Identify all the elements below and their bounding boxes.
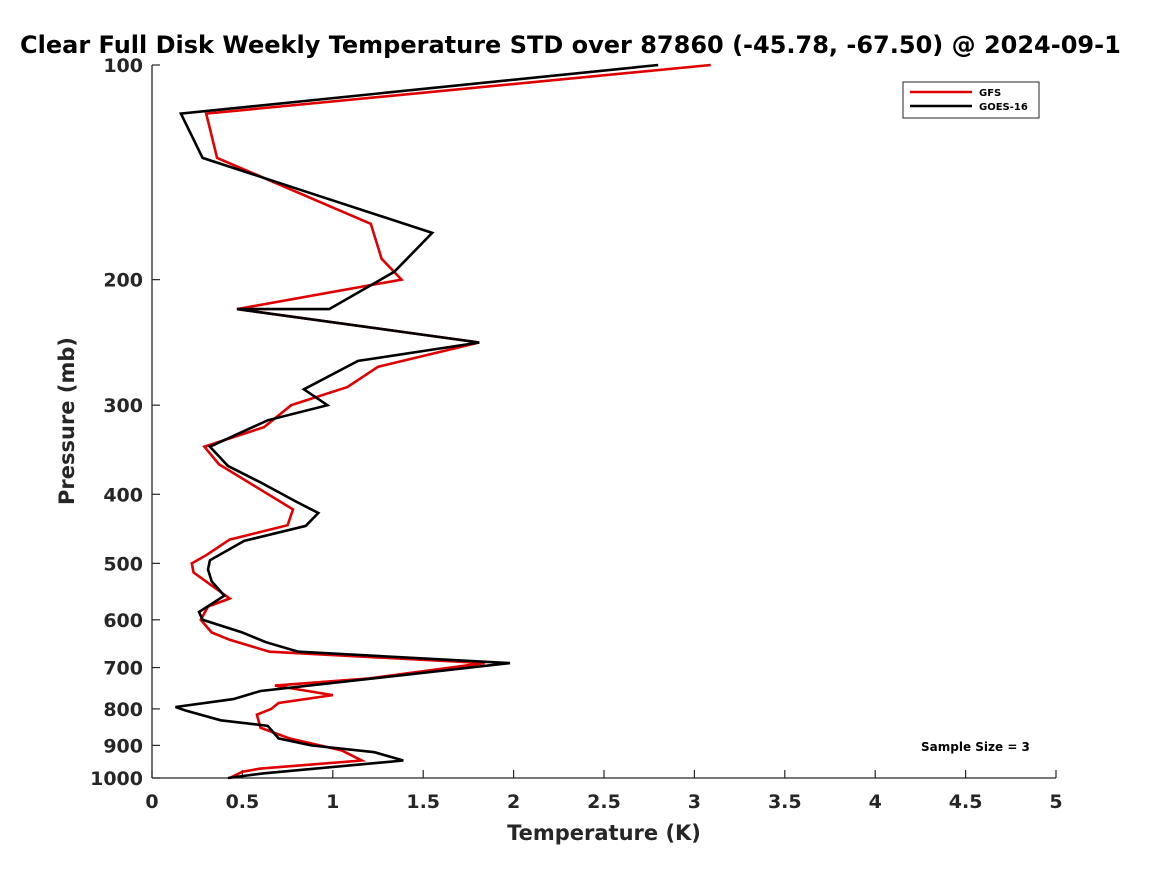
legend-box [902, 81, 1040, 119]
x-axis-ticks: 0 0.5 1 1.5 2 2.5 3 3.5 4 4.5 5 [145, 770, 1063, 813]
x-tick-label: 2 [507, 791, 520, 813]
y-tick-label: 900 [103, 735, 143, 757]
y-tick-label: 600 [103, 610, 143, 632]
x-tick-label: 2.5 [587, 791, 621, 813]
y-tick-label: 100 [103, 55, 143, 77]
y-tick-label: 300 [103, 395, 143, 417]
chart-title: Clear Full Disk Weekly Temperature STD o… [20, 31, 1121, 59]
legend-label-gfs: GFS [979, 88, 1001, 99]
x-tick-label: 4 [869, 791, 882, 813]
y-axis-label: Pressure (mb) [55, 337, 79, 505]
series-lines [175, 63, 711, 780]
y-tick-label: 800 [103, 699, 143, 721]
y-tick-label: 500 [103, 553, 143, 575]
x-tick-label: 1 [326, 791, 339, 813]
x-tick-label: 1.5 [406, 791, 440, 813]
sample-size-annotation: Sample Size = 3 [921, 740, 1030, 754]
x-tick-label: 3.5 [768, 791, 802, 813]
legend-items: GFS GOES-16 [910, 88, 1028, 113]
y-tick-label: 400 [103, 484, 143, 506]
x-axis-label: Temperature (K) [507, 821, 701, 845]
x-tick-label: 3 [688, 791, 701, 813]
legend-label-goes-16: GOES-16 [979, 102, 1028, 113]
y-tick-label: 1000 [90, 768, 143, 790]
series-line-goes-16 [175, 63, 659, 780]
y-axis-ticks: 100 200 300 400 500 600 700 800 900 1000 [90, 55, 160, 790]
series-line-gfs [190, 63, 711, 780]
y-tick-label: 700 [103, 658, 143, 680]
x-tick-label: 0.5 [226, 791, 260, 813]
x-tick-label: 4.5 [949, 791, 983, 813]
y-tick-label: 200 [103, 270, 143, 292]
x-tick-label: 5 [1049, 791, 1062, 813]
legend: GFS GOES-16 [902, 81, 1040, 119]
x-tick-label: 0 [145, 791, 158, 813]
